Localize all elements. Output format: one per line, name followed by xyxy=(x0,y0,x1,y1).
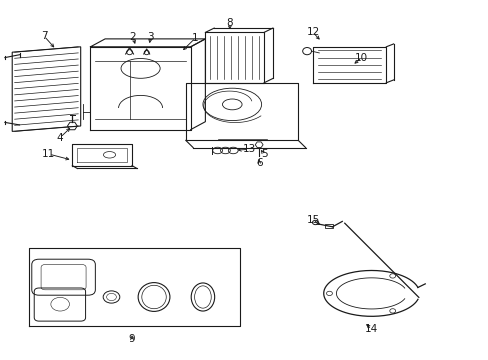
Text: 12: 12 xyxy=(305,27,319,37)
Text: 6: 6 xyxy=(255,158,262,168)
Text: 15: 15 xyxy=(305,215,319,225)
Text: 2: 2 xyxy=(129,32,136,42)
Text: 9: 9 xyxy=(128,334,135,344)
Text: 7: 7 xyxy=(41,31,47,41)
Text: 11: 11 xyxy=(42,149,56,159)
Text: 1: 1 xyxy=(192,33,199,43)
Text: 13: 13 xyxy=(242,144,256,154)
Text: 14: 14 xyxy=(364,324,378,334)
Text: 5: 5 xyxy=(260,149,267,159)
Bar xyxy=(325,224,332,228)
Text: 10: 10 xyxy=(355,53,367,63)
Text: 3: 3 xyxy=(147,32,154,42)
Text: 4: 4 xyxy=(57,132,63,143)
Text: 8: 8 xyxy=(226,18,233,28)
